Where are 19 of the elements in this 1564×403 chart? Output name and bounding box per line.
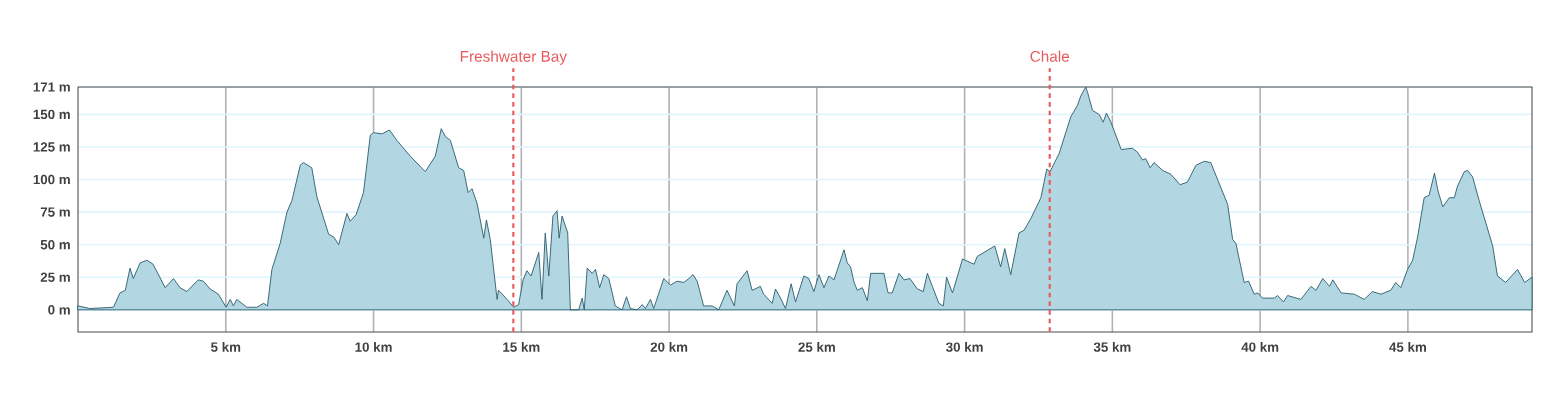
ref-line-label: Freshwater Bay (460, 50, 567, 65)
x-tick-label: 20 km (650, 342, 688, 352)
x-tick-label: 25 km (798, 342, 835, 352)
y-tick-label: 0 m (48, 305, 70, 315)
x-tick-label: 15 km (503, 342, 540, 352)
y-tick-label: 100 m (33, 174, 70, 185)
y-tick-label: 75 m (40, 207, 70, 217)
x-tick-label: 10 km (355, 342, 392, 352)
y-tick-label: 150 m (33, 109, 70, 120)
y-tick-label: 171 m (33, 82, 70, 92)
ref-line-label: Chale (1030, 50, 1070, 62)
x-tick-label: 35 km (1093, 342, 1131, 352)
x-tick-label: 45 km (1389, 342, 1426, 352)
y-tick-label: 125 m (33, 142, 70, 152)
y-tick-label: 25 m (40, 272, 70, 282)
y-tick-label: 50 m (40, 239, 70, 250)
x-tick-label: 5 km (211, 342, 241, 352)
x-tick-label: 30 km (946, 342, 983, 352)
x-tick-label: 40 km (1241, 342, 1279, 352)
